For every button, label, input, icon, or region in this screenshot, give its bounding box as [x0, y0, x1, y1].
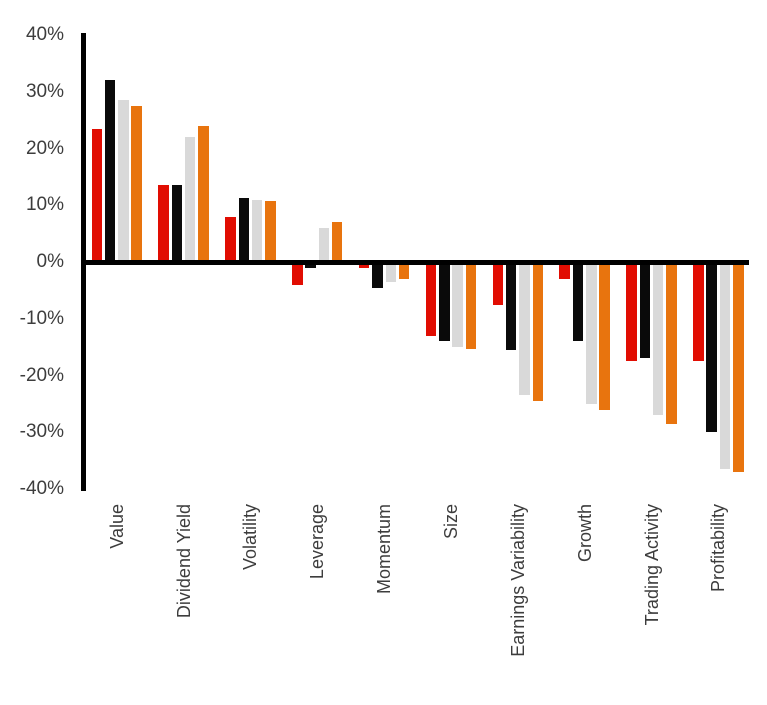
bar-value-orange: [131, 105, 142, 262]
bar-value-black: [104, 80, 116, 262]
bar-growth-orange: [599, 262, 610, 410]
bar-momentum-gray: [385, 262, 396, 282]
x-label-trading-activity: Trading Activity: [641, 504, 662, 626]
bar-leverage-black: [305, 262, 316, 268]
bar-dividend-yield-orange: [198, 125, 209, 262]
y-tick-label-20-: 20%: [25, 137, 64, 159]
y-tick-label--30-: -30%: [19, 421, 64, 443]
bar-earnings-variability-orange: [532, 262, 543, 402]
y-tick-label-30-: 30%: [25, 80, 64, 102]
bar-volatility-orange: [265, 201, 276, 262]
bar-size-black: [439, 262, 450, 342]
x-label-size: Size: [440, 504, 461, 540]
x-label-volatility: Volatility: [240, 504, 261, 571]
bar-dividend-yield-gray: [184, 137, 196, 262]
y-tick-label-10-: 10%: [25, 194, 64, 216]
bar-momentum-red: [358, 262, 370, 268]
bar-leverage-orange: [331, 222, 343, 262]
x-label-earnings-variability: Earnings Variability: [507, 504, 528, 657]
bar-value-red: [91, 128, 102, 262]
bar-leverage-gray: [318, 227, 330, 262]
bar-size-orange: [465, 262, 477, 349]
bar-earnings-variability-black: [505, 262, 517, 350]
x-label-value: Value: [106, 504, 127, 549]
bar-leverage-red: [292, 262, 303, 285]
x-label-momentum: Momentum: [374, 504, 395, 595]
bar-value-gray: [118, 100, 129, 262]
bar-profitability-gray: [719, 262, 731, 470]
y-tick-label--20-: -20%: [19, 364, 64, 386]
bar-volatility-red: [225, 216, 236, 262]
y-tick-label-40-: 40%: [25, 24, 64, 45]
bar-profitability-orange: [733, 262, 744, 472]
bar-momentum-orange: [398, 262, 410, 280]
bar-size-gray: [452, 262, 463, 348]
x-axis-zero-line: [81, 259, 749, 265]
x-label-growth: Growth: [574, 504, 595, 563]
y-tick-label--10-: -10%: [19, 307, 64, 329]
bar-size-red: [425, 262, 437, 336]
bar-earnings-variability-red: [492, 262, 504, 305]
bar-earnings-variability-gray: [519, 262, 530, 396]
bar-profitability-red: [693, 262, 704, 362]
bar-trading-activity-gray: [652, 262, 664, 416]
bar-volatility-black: [238, 197, 249, 262]
x-label-profitability: Profitability: [708, 504, 729, 593]
x-label-dividend-yield: Dividend Yield: [173, 504, 194, 619]
x-label-leverage: Leverage: [307, 504, 328, 580]
bar-trading-activity-orange: [666, 262, 677, 424]
bar-trading-activity-black: [639, 262, 651, 359]
bar-growth-black: [572, 262, 584, 342]
bar-growth-gray: [586, 262, 597, 404]
bar-profitability-black: [706, 262, 717, 433]
bar-dividend-yield-black: [171, 185, 183, 262]
bar-volatility-gray: [251, 199, 263, 262]
bar-momentum-black: [372, 262, 383, 288]
bar-trading-activity-red: [626, 262, 637, 362]
y-tick-label-0-: 0%: [36, 251, 64, 272]
y-tick-label--40-: -40%: [19, 478, 64, 499]
bar-growth-red: [559, 262, 570, 280]
bar-dividend-yield-red: [158, 185, 169, 262]
